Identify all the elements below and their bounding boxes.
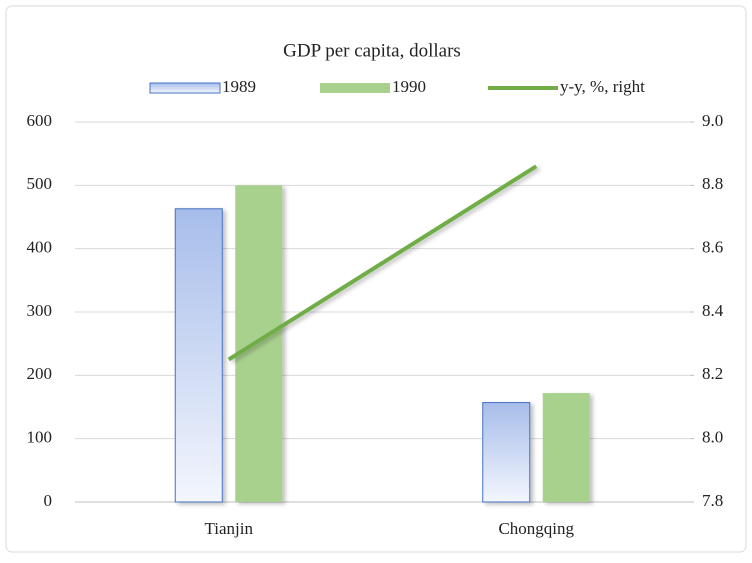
- y2-tick-label: 8.6: [702, 238, 723, 257]
- y2-tick-label: 7.8: [702, 491, 723, 510]
- y2-tick-label: 8.4: [702, 301, 724, 320]
- legend-label: 1989: [222, 77, 256, 96]
- y-tick-label: 300: [27, 301, 53, 320]
- bar: [482, 402, 531, 503]
- y2-tick-label: 8.8: [702, 174, 723, 193]
- y-tick-label: 500: [27, 174, 53, 193]
- legend-label: y-y, %, right: [560, 77, 645, 96]
- x-tick-label: Tianjin: [204, 519, 253, 538]
- bar: [235, 185, 283, 503]
- y2-tick-label: 9.0: [702, 111, 723, 130]
- y-tick-label: 600: [27, 111, 53, 130]
- line: [227, 164, 538, 362]
- bar: [174, 208, 223, 503]
- legend-swatch: [320, 83, 390, 93]
- chart-title: GDP per capita, dollars: [283, 40, 461, 61]
- y-tick-label: 200: [27, 364, 53, 383]
- legend-swatch: [149, 82, 221, 94]
- legend-label: 1990: [392, 77, 426, 96]
- y-tick-label: 400: [27, 238, 53, 257]
- y2-tick-label: 8.0: [702, 428, 723, 447]
- y-tick-label: 100: [27, 428, 53, 447]
- x-tick-label: Chongqing: [498, 519, 574, 538]
- y2-tick-label: 8.2: [702, 364, 723, 383]
- y-tick-label: 0: [44, 491, 53, 510]
- bar: [542, 393, 590, 502]
